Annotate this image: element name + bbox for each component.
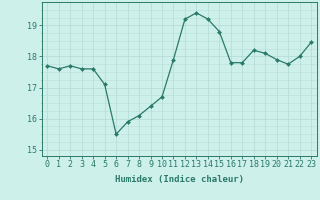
X-axis label: Humidex (Indice chaleur): Humidex (Indice chaleur): [115, 175, 244, 184]
